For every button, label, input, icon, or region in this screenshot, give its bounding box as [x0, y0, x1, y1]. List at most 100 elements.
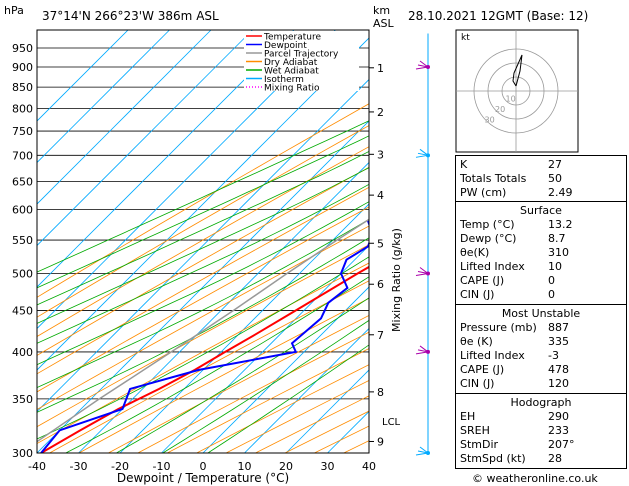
dry-adiabat-line [108, 314, 369, 453]
isotherm-line [37, 30, 129, 122]
legend-label: Wet Adiabat [264, 67, 319, 77]
wind-barb [417, 450, 429, 454]
wind-barb [415, 273, 429, 277]
wind-barb [417, 349, 429, 353]
plot-frame [36, 29, 370, 454]
wind-barb [419, 60, 429, 68]
hodograph-trace [512, 54, 523, 87]
pressure-tick-label: 950 [12, 42, 33, 55]
isotherm-line [202, 286, 369, 453]
isotherm-line [37, 120, 369, 453]
mixing-ratio-label: 6 [445, 200, 450, 209]
wind-barb [415, 66, 429, 70]
legend-label: Mixing Ratio [264, 84, 320, 94]
index-row: K 27 [460, 158, 562, 171]
surface-title: Surface [520, 204, 562, 217]
lcl-label: LCL [382, 417, 401, 428]
dry-adiabat-line [49, 280, 369, 453]
isotherm-line [37, 78, 369, 413]
km-tick-label: 7 [377, 329, 384, 342]
wind-barb [415, 452, 429, 456]
pressure-tick-label: 600 [12, 203, 33, 216]
km-tick-label: 6 [377, 278, 384, 291]
wet-adiabat-line [37, 183, 369, 344]
temp-tick-label: -30 [70, 460, 88, 473]
wet-adiabat-line [37, 120, 369, 273]
dry-adiabat-line [137, 331, 369, 453]
location-title: 37°14'N 266°23'W 386m ASL [42, 9, 219, 23]
mixing-ratio-label: 4 [423, 200, 428, 209]
pressure-tick-label: 350 [12, 393, 33, 406]
temp-tick-label: -10 [153, 460, 171, 473]
pressure-tick-label: 750 [12, 125, 33, 138]
legend-label: Dry Adiabat [264, 58, 318, 68]
wet-adiabat-line [37, 150, 369, 306]
wet-adiabat-line [37, 256, 369, 440]
wind-barb [417, 152, 429, 156]
pressure-tick-label: 850 [12, 81, 33, 94]
dry-adiabat-line [37, 244, 369, 428]
hodograph-ring-label: 10 [506, 95, 516, 104]
wind-barb [419, 345, 429, 353]
wind-barb [419, 267, 429, 274]
temp-tick-label: -20 [111, 460, 129, 473]
hodo-row: SREH 233 [460, 424, 569, 437]
wind-barb [415, 154, 429, 158]
isotherm-line [37, 30, 295, 288]
surface-row: Temp (°C) 13.2 [460, 218, 573, 231]
pressure-tick-label: 450 [12, 305, 33, 318]
isotherm-line [119, 203, 369, 453]
temp-tick-label: 30 [321, 460, 335, 473]
series-dewpoint [40, 220, 369, 453]
isotherm-line [285, 369, 369, 453]
hodograph-ring-label: 30 [485, 116, 495, 125]
temp-tick-label: 40 [362, 460, 376, 473]
mu-row: CAPE (J) 478 [460, 363, 569, 376]
mixing-ratio-label: 2 [386, 200, 391, 209]
wet-adiabat-line [116, 297, 369, 453]
hodograph-unit: kt [461, 33, 470, 43]
km-tick-label: 5 [377, 237, 384, 250]
isotherm-line [37, 30, 212, 205]
pressure-tick-label: 800 [12, 102, 33, 115]
surface-row: CAPE (J) 0 [460, 274, 555, 287]
pressure-tick-label: 400 [12, 346, 33, 359]
mu-row: Lifted Index -3 [460, 349, 559, 362]
datetime-title: 28.10.2021 12GMT (Base: 12) [408, 9, 588, 23]
background-lines: 2346810152025 [37, 30, 450, 453]
mu-row: θe (K) 335 [460, 335, 569, 348]
surface-row: θe(K) 310 [460, 246, 569, 259]
isotherm-line [244, 327, 369, 453]
wind-profile [415, 33, 430, 456]
dry-adiabat-line [37, 262, 369, 445]
hodograph-ring-label: 20 [495, 105, 505, 114]
dry-adiabat-line [37, 206, 369, 393]
isotherm-line [78, 161, 369, 453]
x-axis-label: Dewpoint / Temperature (°C) [117, 471, 289, 485]
mu-row: Pressure (mb) 887 [460, 321, 569, 334]
wet-adiabat-line [37, 218, 369, 389]
isobar-lines [37, 47, 369, 454]
pressure-tick-label: 550 [12, 234, 33, 247]
dry-adiabat-line [37, 146, 369, 337]
km-tick-label: 9 [377, 435, 384, 448]
asl-unit: ASL [373, 17, 395, 30]
km-unit: km [373, 4, 390, 17]
dry-adiabat-line [37, 225, 369, 410]
mixing-ratio-label: 3 [407, 200, 412, 209]
index-row: PW (cm) 2.49 [460, 186, 573, 199]
temp-tick-label: 10 [238, 460, 252, 473]
pressure-tick-label: 700 [12, 149, 33, 162]
legend-label: Isotherm [264, 75, 304, 85]
mu-row: CIN (J) 120 [460, 377, 569, 390]
isotherm-line [37, 30, 253, 247]
temp-tick-label: 20 [279, 460, 293, 473]
wet-adiabat-line [65, 276, 369, 453]
mixing-ratio-axis-label: Mixing Ratio (g/kg) [390, 228, 403, 332]
wind-barb [417, 64, 429, 68]
legend-label: Dewpoint [264, 41, 307, 51]
hodo-row: StmDir 207° [460, 438, 575, 451]
